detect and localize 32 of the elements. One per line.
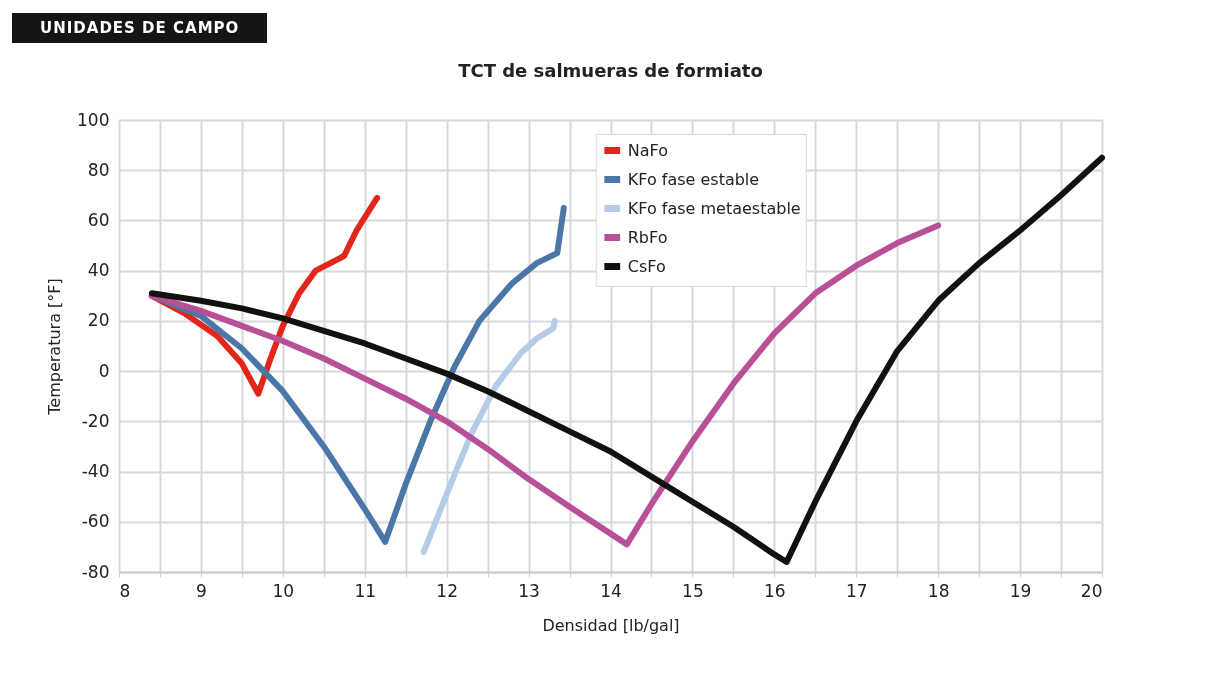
y-tick-label: -40 bbox=[81, 461, 110, 482]
y-tick-label: 80 bbox=[87, 159, 110, 180]
x-tick-label: 9 bbox=[196, 580, 207, 601]
chart-title: TCT de salmueras de formiato bbox=[458, 60, 763, 81]
x-axis-title: Densidad [lb/gal] bbox=[542, 615, 680, 635]
x-tick-label: 16 bbox=[764, 580, 786, 601]
y-tick-label: 20 bbox=[87, 310, 110, 331]
x-tick-label: 11 bbox=[354, 580, 377, 601]
x-tick-label: 14 bbox=[600, 580, 622, 601]
x-tick-label: 13 bbox=[518, 580, 540, 601]
y-axis-title: Temperatura [°F] bbox=[45, 278, 65, 416]
x-tick-label: 10 bbox=[272, 580, 295, 601]
y-tick-label: 100 bbox=[77, 109, 110, 130]
legend-label: RbFo bbox=[627, 227, 668, 247]
x-tick-label: 12 bbox=[436, 580, 458, 601]
y-tick-label: -80 bbox=[81, 561, 110, 582]
y-tick-label: 40 bbox=[87, 260, 110, 281]
y-tick-label: -60 bbox=[81, 511, 110, 532]
x-tick-label: 18 bbox=[927, 580, 950, 601]
y-tick-label: 0 bbox=[98, 360, 110, 381]
x-tick-label: 15 bbox=[682, 580, 704, 601]
legend-label: KFo fase metaestable bbox=[627, 198, 801, 218]
legend-label: CsFo bbox=[627, 256, 666, 276]
x-tick-label: 20 bbox=[1080, 580, 1103, 601]
legend-label: NaFo bbox=[627, 140, 668, 160]
x-tick-label: 17 bbox=[845, 580, 868, 601]
x-tick-label: 8 bbox=[119, 580, 131, 601]
y-tick-label: 60 bbox=[87, 209, 110, 230]
text: UNIDADES DE CAMPO bbox=[12, 13, 268, 43]
y-tick-label: -20 bbox=[81, 410, 110, 431]
x-tick-label: 19 bbox=[1009, 580, 1032, 601]
legend-label: KFo fase estable bbox=[627, 169, 760, 189]
